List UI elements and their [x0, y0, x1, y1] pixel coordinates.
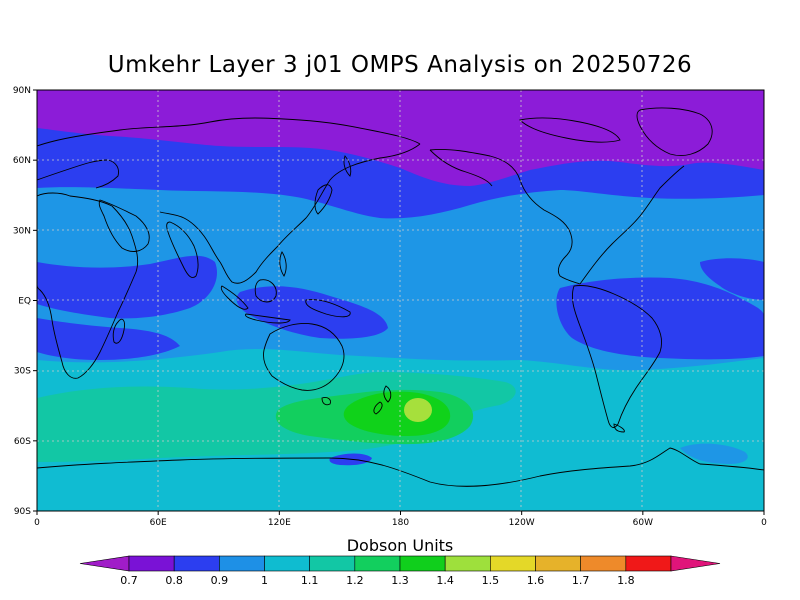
lat-tick-label: 90S [14, 507, 31, 517]
lat-tick-label: 30S [14, 367, 31, 377]
colorbar-swatch [219, 555, 265, 572]
colorbar-label: 1.8 [617, 574, 635, 587]
coast-borneo [254, 279, 277, 303]
field-band-07-north [37, 90, 764, 186]
coast-philippines [279, 251, 287, 277]
colorbar-label: 0.9 [211, 574, 229, 587]
lat-tick-label: 60N [13, 156, 31, 166]
coast-java [245, 313, 291, 324]
coast-australia [263, 323, 345, 391]
coast-newzealand-s [373, 401, 383, 415]
coast-namerica-east [579, 165, 685, 285]
coast-antarctica [37, 447, 764, 487]
coast-kamchatka [343, 155, 352, 177]
colorbar-label: 0.8 [165, 574, 183, 587]
lon-tick-label: 120W [509, 518, 535, 528]
colorbar-swatch [264, 555, 310, 572]
colorbar-under-arrow [79, 555, 130, 572]
field-band-08-atlantic [700, 258, 764, 300]
lon-tick-label: 60W [633, 518, 653, 528]
coast-alaska [429, 149, 493, 187]
colorbar: 0.7 0.8 0.9 1 1.1 1.2 1.3 1.4 1.5 1.6 1.7 1.8 [79, 555, 721, 587]
lon-tick-label: 0 [34, 518, 40, 528]
lon-tick-label: 180 [392, 518, 409, 528]
coastlines [37, 107, 764, 487]
coast-africa [37, 192, 139, 379]
lat-tick-label: 90N [13, 86, 31, 96]
field-band-08-indonesia [236, 286, 388, 339]
colorbar-over-arrow [670, 555, 721, 572]
coast-eurasia-north [37, 117, 421, 147]
lat-tick-label: EQ [18, 297, 31, 307]
colorbar-swatch [173, 555, 220, 572]
coast-seasia [159, 211, 221, 263]
coast-tasmania [321, 397, 331, 406]
coast-arabia [98, 199, 150, 252]
coast-samerica [571, 285, 663, 428]
colorbar-swatch [399, 555, 446, 572]
colorbar-title: Dobson Units [346, 536, 454, 555]
colorbar-label: 1.6 [527, 574, 545, 587]
colorbar-swatch [354, 555, 401, 572]
lon-axis: 0 60E 120E 180 120W 60W 0 [34, 511, 767, 528]
coast-newguinea [305, 299, 351, 318]
colorbar-swatch [444, 555, 491, 572]
colorbar-label: 1.1 [301, 574, 319, 587]
lon-tick-label: 0 [761, 518, 767, 528]
colorbar-label: 1.2 [346, 574, 364, 587]
field-band-08-samerica [556, 277, 764, 360]
colorbar-swatch [580, 555, 627, 572]
coast-india [166, 221, 199, 279]
field-band-10-antarctic [37, 457, 764, 511]
colorbar-swatch [535, 555, 581, 572]
field-band-09-antarctic [680, 443, 748, 464]
colorbar-label: 0.7 [120, 574, 138, 587]
field-band-08-sh-tropics [37, 318, 180, 360]
coast-japan [314, 184, 333, 215]
lat-tick-label: 60S [14, 437, 31, 447]
lat-axis: 90N 60N 30N EQ 30S 60S 90S [13, 86, 37, 517]
field-band-10-sepac [465, 427, 660, 471]
coast-namerica [429, 149, 581, 285]
lon-tick-label: 120E [268, 518, 291, 528]
colorbar-swatch [625, 555, 672, 572]
colorbar-label: 1.5 [482, 574, 500, 587]
coast-sumatra [220, 285, 249, 310]
colorbar-swatch [309, 555, 356, 572]
colorbar-swatch [490, 555, 536, 572]
graticule [37, 90, 764, 511]
colorbar-label: 1.7 [572, 574, 590, 587]
colorbar-label: 1.3 [391, 574, 409, 587]
map-title: Umkehr Layer 3 j01 OMPS Analysis on 2025… [107, 52, 693, 78]
ozone-field [37, 90, 764, 511]
colorbar-label: 1.4 [436, 574, 454, 587]
colorbar-swatch [128, 555, 175, 572]
coast-fuego [613, 423, 625, 433]
lat-tick-label: 30N [13, 226, 31, 236]
coast-newzealand-n [383, 385, 392, 403]
field-band-08-tropics-west [37, 255, 218, 319]
colorbar-label: 1 [261, 574, 268, 587]
coast-madagascar [112, 318, 125, 344]
coast-eurasia-east [219, 143, 421, 284]
field-band-14 [404, 398, 432, 422]
lon-tick-label: 60E [150, 518, 167, 528]
coast-greenland [636, 107, 713, 156]
coast-canada-arctic [519, 117, 621, 143]
